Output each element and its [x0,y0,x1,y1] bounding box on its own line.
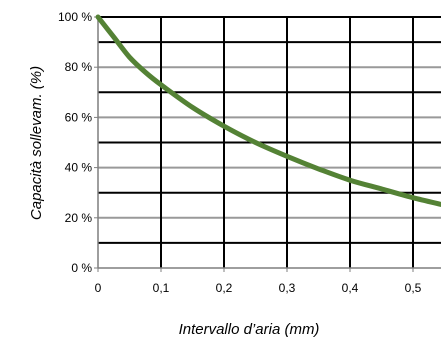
y-tick-label: 80 % [65,60,93,74]
y-tick-label: 0 % [71,261,92,275]
series-line [95,14,441,208]
y-tick-label: 40 % [65,161,93,175]
series [95,14,441,208]
axes [94,16,441,272]
x-tick-label: 0,1 [153,281,170,295]
grid [98,16,441,268]
y-tick-label: 20 % [65,211,93,225]
x-tick-label: 0 [95,281,102,295]
y-tick-labels: 0 % 20 % 40 % 60 % 80 % 100 % [58,10,92,275]
x-tick-label: 0,2 [216,281,233,295]
x-tick-label: 0,4 [342,281,359,295]
x-tick-label: 0,3 [279,281,296,295]
x-tick-label: 0,5 [405,281,422,295]
y-tick-label: 60 % [65,110,93,124]
x-axis-label: Intervallo d’aria (mm) [179,321,320,338]
y-tick-label: 100 % [58,10,92,24]
x-tick-labels: 0 0,1 0,2 0,3 0,4 0,5 [95,281,422,295]
y-axis-label: Capacità sollevam. (%) [28,66,45,220]
